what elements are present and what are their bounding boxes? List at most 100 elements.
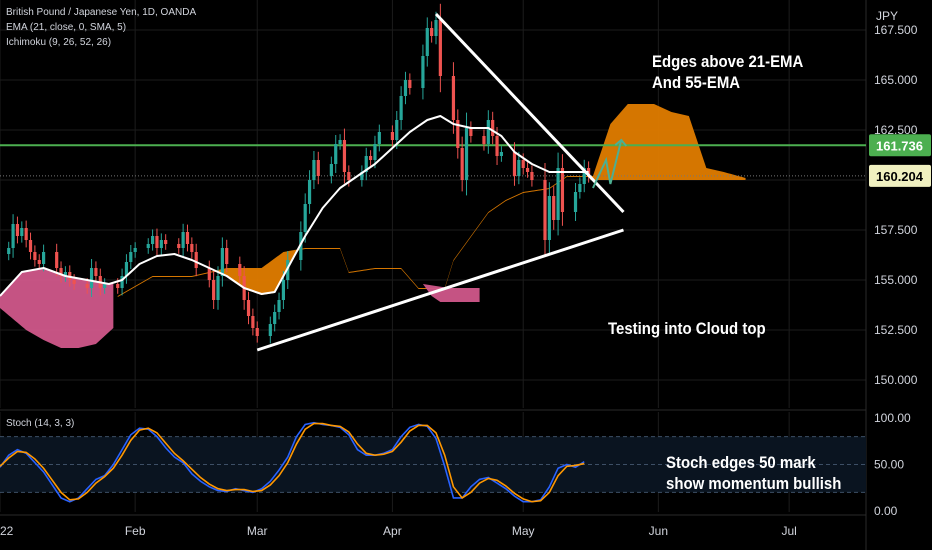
ema-legend: EMA (21, close, 0, SMA, 5) [6,22,127,33]
candle-down [177,244,181,248]
x-tick-label: Jun [649,524,668,538]
cloud-bearish [422,284,480,302]
candle-up [307,180,312,204]
candle-down [543,180,547,240]
x-tick-label: Mar [247,524,268,538]
candle-down [255,328,259,336]
candle-up [329,164,333,176]
candle-down [37,260,41,264]
candle-down [560,168,565,212]
candle-down [246,300,251,316]
candle-up [120,276,124,288]
candle-up [334,144,338,164]
arrow-head-icon [614,138,628,147]
candle-down [185,232,190,244]
y-tick-label: 162.500 [874,123,918,137]
x-tick-label: May [512,524,535,538]
candle-down [207,268,211,280]
stoch-note-line-2: show momentum bullish [666,474,842,493]
candle-up [377,132,381,144]
candle-down [491,120,495,136]
candle-up [281,280,285,300]
y-tick-label: 167.500 [874,23,918,37]
candle-down [430,28,434,36]
candle-down [55,252,59,268]
trendline [256,228,624,352]
candle-down [59,268,63,276]
stoch-y-tick-label: 50.00 [874,458,904,472]
candle-down [451,76,456,120]
candle-down [194,252,198,268]
candle-up [146,244,150,248]
candle-down [190,244,194,252]
candle-up [133,248,137,252]
candle-down [512,152,517,176]
stoch-y-tick-label: 100.00 [874,411,911,425]
candle-down [28,240,33,252]
cloud-note: Testing into Cloud top [608,319,766,338]
candle-up [364,156,368,172]
candle-down [552,196,556,220]
candle-up [103,284,107,288]
candle-up [11,224,15,248]
candle-up [421,56,425,88]
stoch-k-line [0,421,585,503]
cloud-bullish [117,104,746,297]
candle-up [312,160,316,180]
horizontal-level [0,144,866,177]
candle-up [63,272,67,276]
candle-down [525,168,530,172]
stoch-note-line-1: Stoch edges 50 mark [666,453,816,472]
candle-down [15,224,20,236]
candle-down [369,156,373,160]
candle-down [116,284,120,288]
x-tick-label: Feb [125,524,146,538]
candle-down [347,172,351,180]
candle-up [517,160,521,176]
candle-up [216,276,220,300]
candle-down [251,316,255,328]
stoch-d-line [0,422,585,503]
candle-up [42,252,46,264]
ema-note-line-2: And 55-EMA [652,73,741,92]
candle-up [486,120,490,144]
candle-up [434,20,438,36]
candle-up [582,168,586,184]
candle-down [390,132,394,140]
y-tick-label: 155.000 [874,273,918,287]
candle-down [469,128,473,136]
candle-up [220,248,224,276]
cloud-bearish [0,268,114,348]
candle-down [530,172,534,180]
price-tag [869,134,931,157]
candle-down [456,120,460,148]
y-tick-label: 157.500 [874,223,918,237]
candle-down [342,140,347,172]
candle-down [460,148,464,180]
currency-label: JPY [876,9,898,23]
candle-up [395,120,399,140]
candle-up [273,312,277,324]
arrow-up-icon [592,139,623,189]
candle-down [72,280,76,284]
candle-up [403,80,408,96]
candle-up [425,28,429,56]
candle-up [268,324,272,336]
arrows [592,138,674,466]
candle-up [181,232,185,248]
y-tick-label: 165.000 [874,73,918,87]
candle-down [85,284,89,288]
candle-down [316,160,320,176]
x-tick-label: Jul [781,524,796,538]
ema-note-line-1: Edges above 21-EMA [652,52,804,71]
y-tick-label: 152.500 [874,323,918,337]
ema-21 [0,115,589,297]
symbol-title: British Pound / Japanese Yen, 1D, OANDA [6,7,197,18]
candle-up [547,196,551,240]
candle-up [464,128,469,180]
candle-up [277,300,281,312]
candle-down [495,136,499,156]
ichimoku-cloud [0,104,746,348]
